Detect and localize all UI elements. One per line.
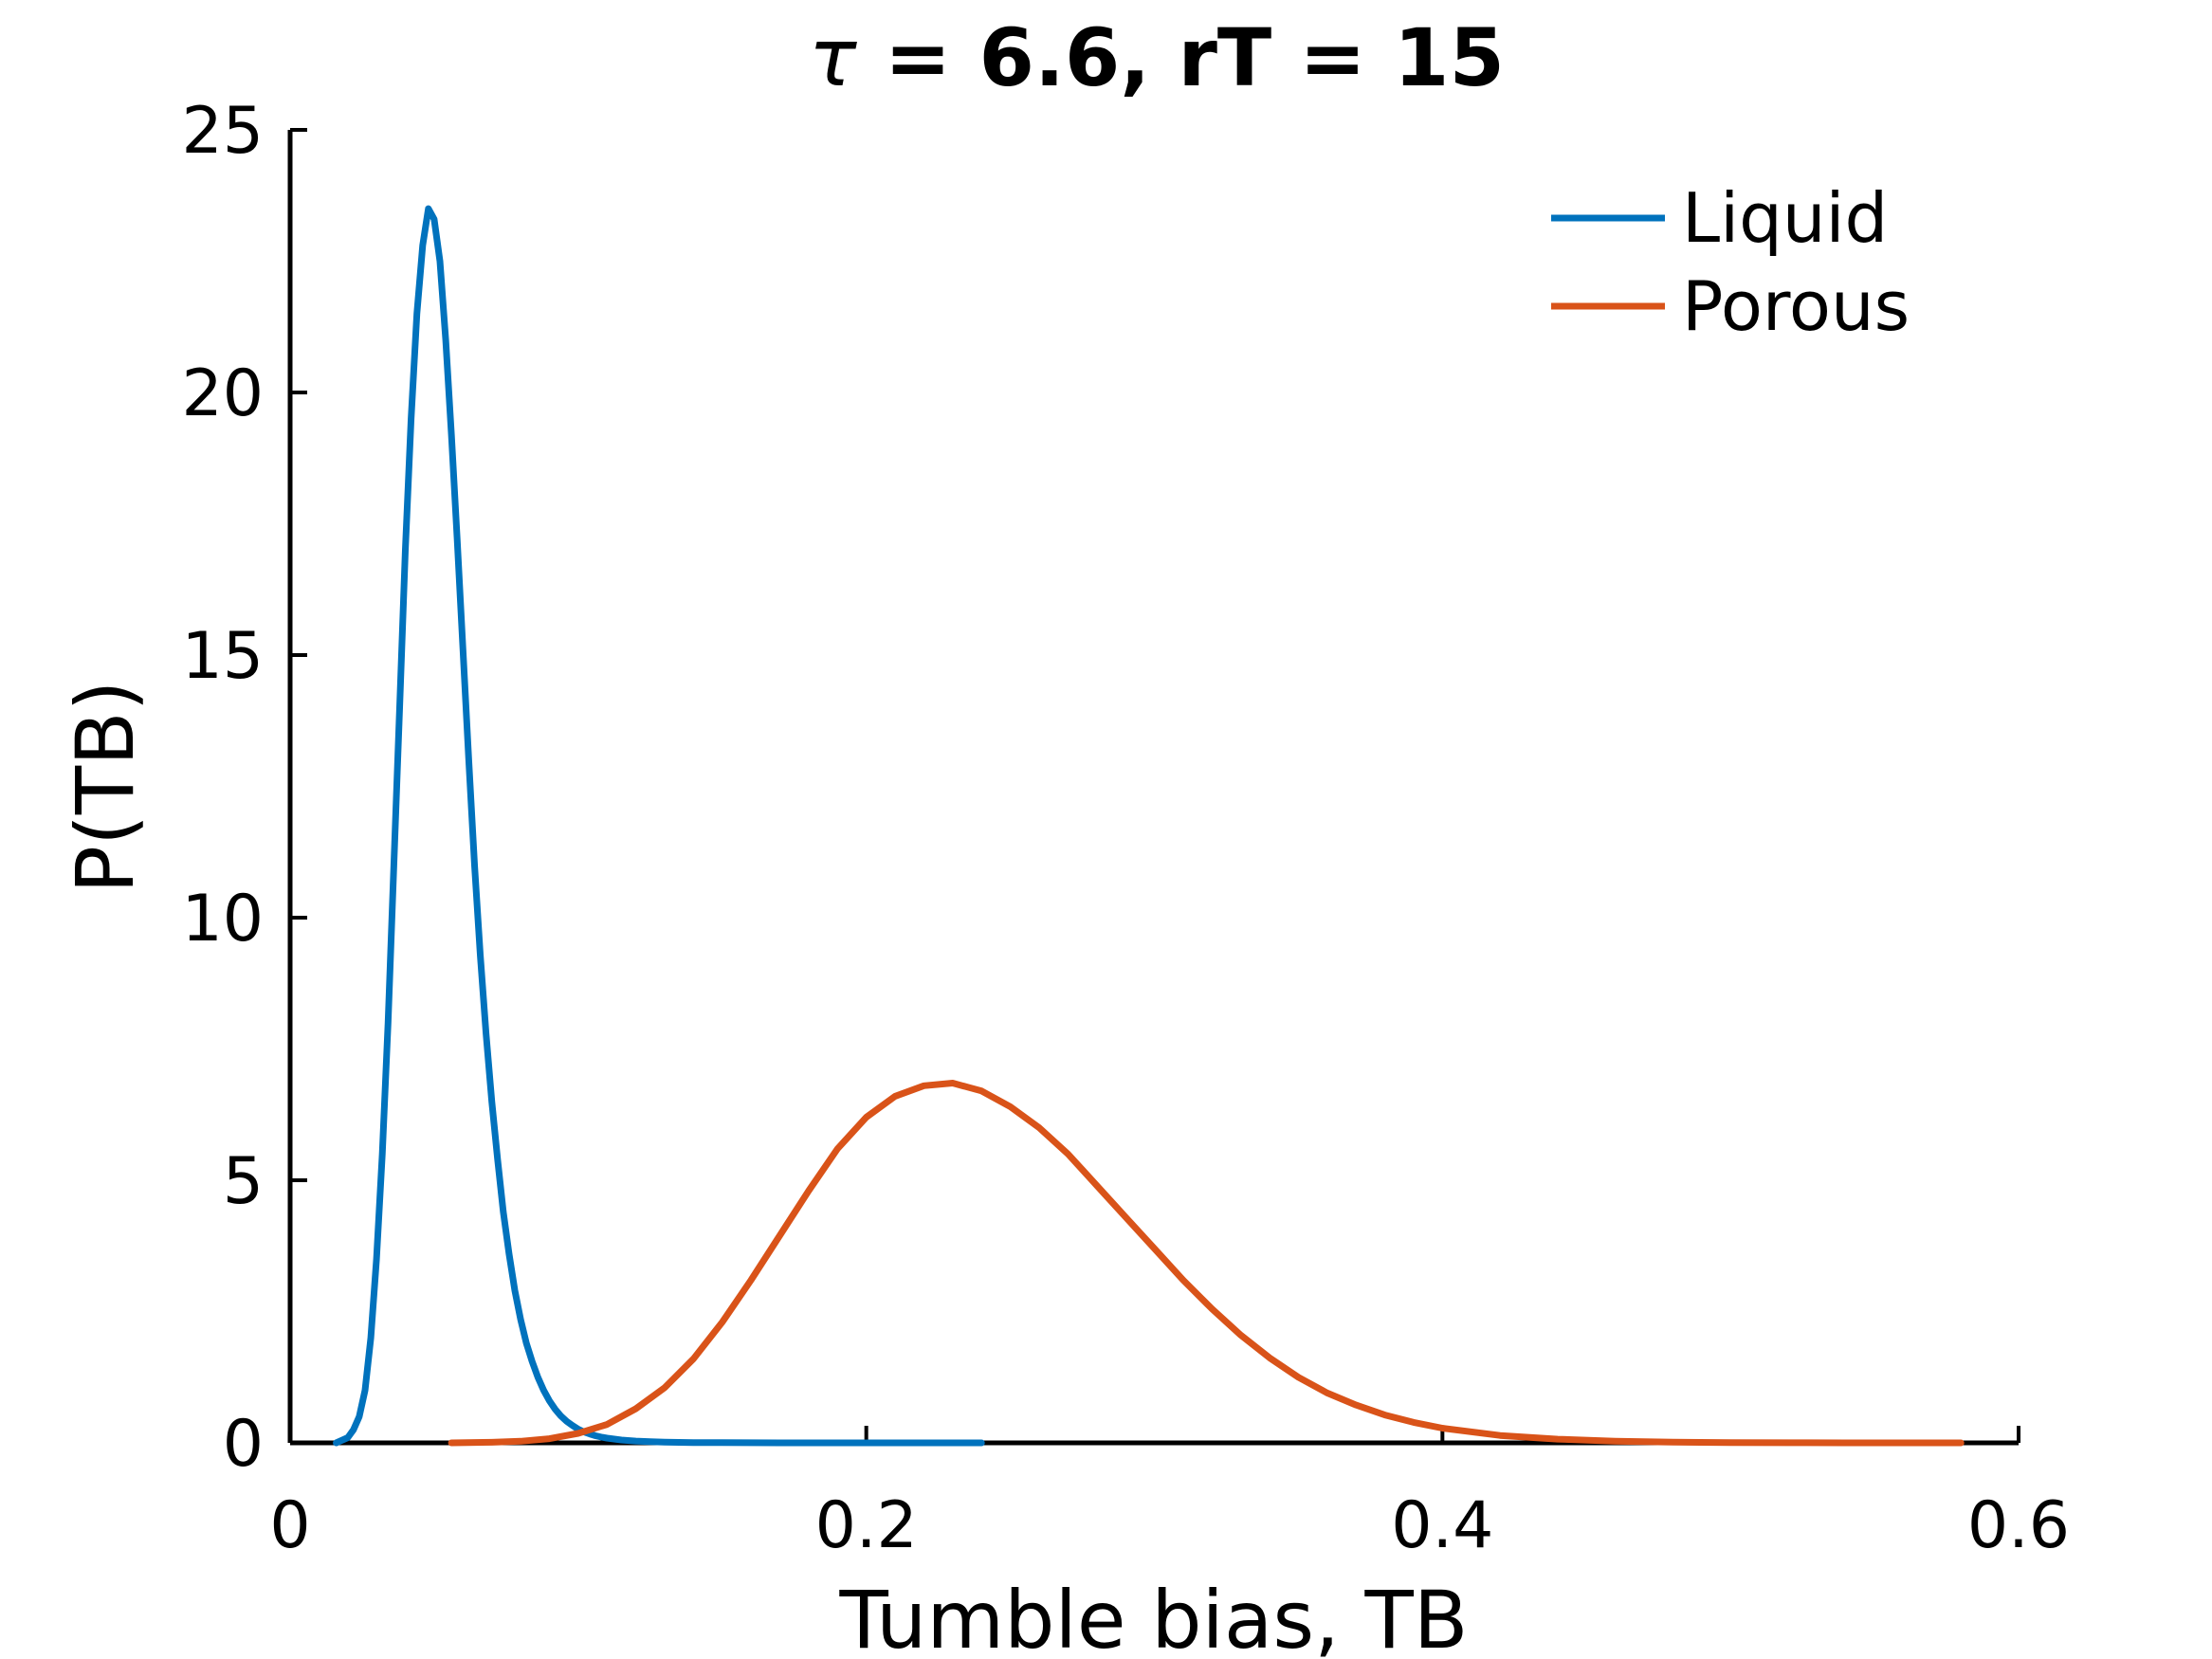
x-tick-label: 0: [269, 1488, 310, 1563]
y-tick-label: 10: [181, 882, 264, 957]
chart-title: τ = 6.6, rT = 15: [809, 11, 1505, 104]
x-axis-title: Tumble bias, TB: [839, 1574, 1469, 1659]
x-tick-label: 0.4: [1391, 1488, 1493, 1563]
chart-title-symbol: τ: [809, 11, 857, 104]
axis-ticks: 0 0.2 0.4 0.6 0 5 10 15 20 25: [181, 94, 2070, 1563]
y-axis-title: P(TB): [59, 680, 152, 893]
y-tick-label: 20: [181, 356, 264, 431]
series-line-porous: [448, 1080, 1965, 1447]
series-line-liquid: [333, 205, 985, 1447]
y-tick-label: 0: [223, 1407, 264, 1482]
plot-lines: [333, 205, 1965, 1447]
chart-title-text: = 6.6, rT = 15: [857, 11, 1505, 104]
y-tick-label: 25: [181, 94, 264, 169]
y-tick-label: 5: [223, 1144, 264, 1219]
legend-label-porous: Porous: [1682, 266, 1910, 346]
legend-label-liquid: Liquid: [1682, 178, 1888, 258]
y-tick-label: 15: [181, 619, 264, 694]
x-tick-label: 0.2: [815, 1488, 918, 1563]
x-tick-label: 0.6: [1967, 1488, 2070, 1563]
